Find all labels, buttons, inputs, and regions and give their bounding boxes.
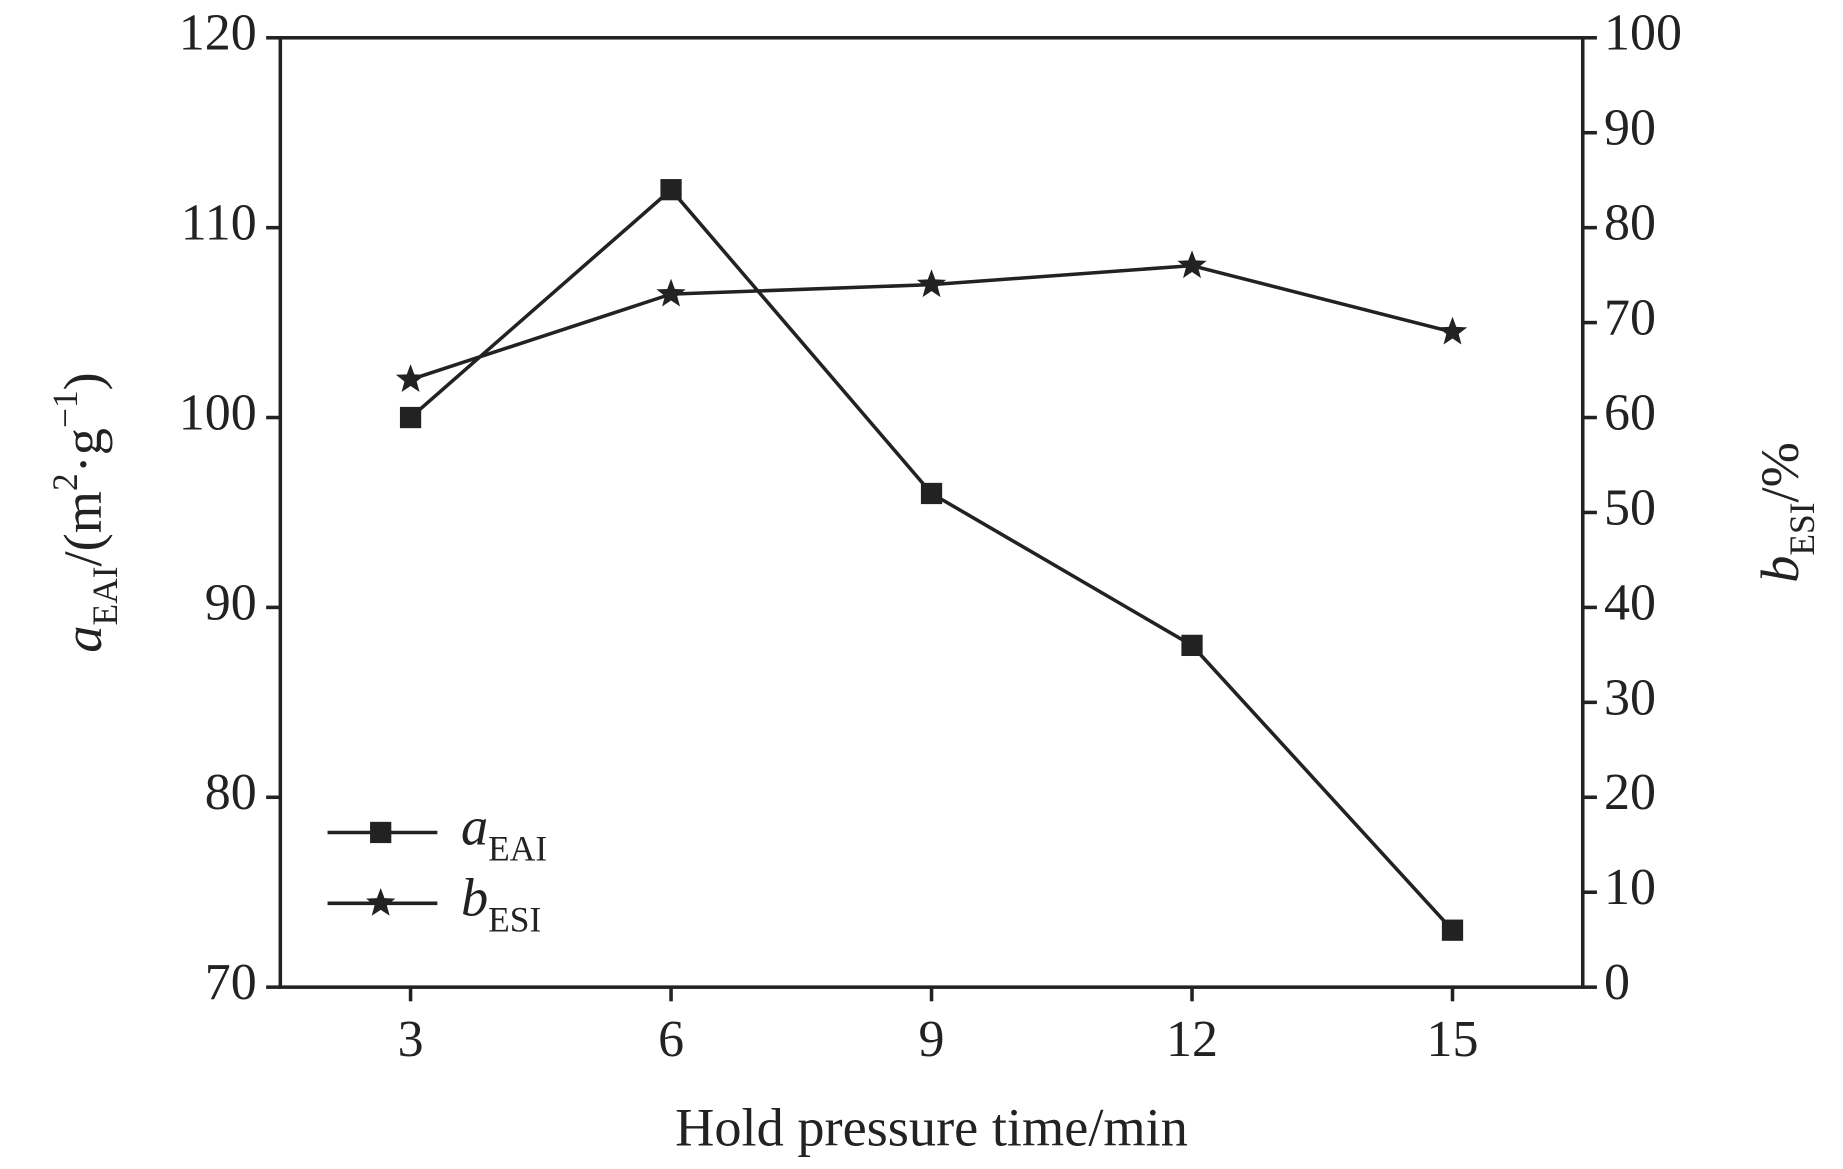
- y2-tick-label: 100: [1604, 5, 1682, 62]
- y2-tick-label: 50: [1604, 479, 1656, 536]
- marker: [1177, 250, 1207, 279]
- label-part: /%: [1750, 442, 1810, 502]
- marker: [399, 406, 422, 429]
- y2-axis-title: bESI/%: [1750, 442, 1822, 583]
- x-tick-label: 12: [1166, 1011, 1218, 1068]
- x-tick-label: 9: [919, 1011, 945, 1068]
- y-tick-label: 100: [179, 384, 257, 441]
- legend-name: b: [461, 868, 488, 928]
- y2-tick-label: 70: [1604, 290, 1656, 347]
- y-tick-label: 110: [181, 195, 257, 252]
- y2-tick-label: 40: [1604, 574, 1656, 631]
- label-part: 2: [45, 473, 85, 491]
- label-part: /(m: [53, 491, 113, 566]
- y-tick-label: 90: [205, 574, 257, 631]
- label-part: ESI: [1782, 503, 1822, 556]
- y2-tick-label: 10: [1604, 859, 1656, 916]
- legend-sub: EAI: [488, 829, 547, 869]
- x-axis-title: Hold pressure time/min: [675, 1098, 1188, 1158]
- y2-tick-label: 0: [1604, 954, 1630, 1011]
- y-axis-title: aEAI/(m2·g−1): [45, 372, 125, 652]
- legend-sub: ESI: [488, 899, 541, 939]
- legend-marker: [370, 821, 392, 844]
- label-part: ·g: [53, 428, 113, 473]
- marker: [656, 278, 686, 307]
- legend-label: aEAI: [461, 797, 547, 869]
- y-tick-label: 70: [205, 954, 257, 1011]
- x-tick-label: 3: [398, 1011, 424, 1068]
- label-part: a: [53, 625, 113, 652]
- marker: [395, 364, 426, 393]
- y2-tick-label: 90: [1604, 100, 1656, 157]
- marker: [920, 482, 943, 505]
- y-tick-label: 80: [205, 764, 257, 821]
- series-line: [409, 187, 1454, 932]
- marker: [1437, 316, 1468, 345]
- x-tick-label: 15: [1427, 1011, 1479, 1068]
- marker: [660, 179, 682, 201]
- marker: [1441, 919, 1464, 941]
- label-part: b: [1750, 556, 1810, 583]
- marker: [916, 269, 947, 298]
- label-part: Hold pressure time/min: [675, 1098, 1188, 1158]
- y2-tick-label: 80: [1604, 195, 1656, 252]
- y2-tick-label: 30: [1604, 669, 1656, 726]
- y2-tick-label: 20: [1604, 764, 1656, 821]
- legend-marker: [366, 887, 396, 916]
- label-part: −1: [45, 390, 85, 428]
- y2-tick-label: 60: [1604, 384, 1656, 441]
- legend-name: a: [461, 797, 488, 857]
- label-part: EAI: [85, 566, 125, 625]
- marker: [1181, 634, 1203, 657]
- legend-label: bESI: [461, 868, 541, 940]
- x-tick-label: 6: [658, 1011, 684, 1068]
- label-part: ): [53, 372, 113, 390]
- y-tick-label: 120: [179, 5, 257, 62]
